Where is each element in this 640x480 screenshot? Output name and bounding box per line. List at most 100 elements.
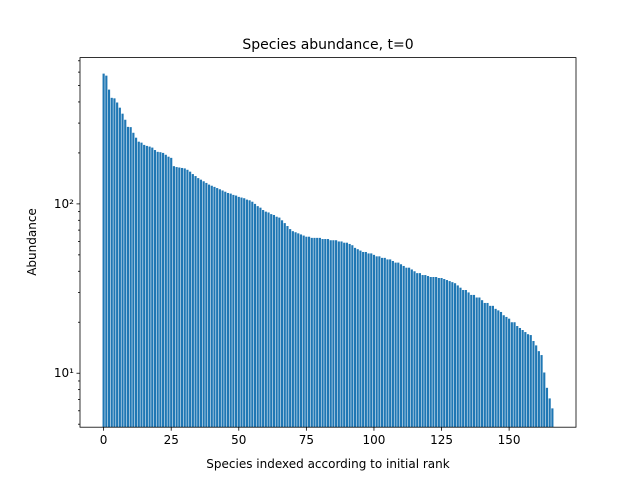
bar xyxy=(180,167,184,428)
bar xyxy=(202,181,205,428)
bar xyxy=(394,262,397,428)
chart-title: Species abundance, t=0 xyxy=(242,37,413,53)
bar xyxy=(497,310,500,428)
bar xyxy=(224,191,227,428)
bar xyxy=(418,273,421,428)
bar xyxy=(218,189,221,428)
bar xyxy=(151,147,154,428)
bar xyxy=(364,251,367,428)
bar xyxy=(194,176,197,428)
bar xyxy=(435,277,438,428)
bar xyxy=(537,351,540,428)
bar xyxy=(243,198,246,428)
bar xyxy=(256,206,259,428)
bar xyxy=(540,355,543,428)
bar xyxy=(175,167,178,428)
bar xyxy=(110,97,113,428)
bar xyxy=(335,240,338,428)
bar xyxy=(453,283,457,428)
bar xyxy=(545,387,549,428)
bar xyxy=(508,318,511,428)
bar xyxy=(213,186,216,428)
bar xyxy=(226,192,230,428)
bar xyxy=(451,282,454,428)
bar xyxy=(329,240,332,428)
bar xyxy=(521,329,524,428)
bar xyxy=(164,154,167,428)
bar xyxy=(197,178,200,428)
bar xyxy=(351,245,354,428)
bar xyxy=(529,335,532,428)
bar xyxy=(343,242,346,428)
bar xyxy=(340,241,343,428)
bar xyxy=(124,119,127,428)
bar xyxy=(359,250,362,428)
bar xyxy=(348,243,351,428)
bar xyxy=(167,156,170,428)
bar xyxy=(413,271,416,428)
bar xyxy=(416,273,419,428)
bar xyxy=(294,232,297,428)
bar xyxy=(332,240,335,428)
bar xyxy=(402,265,405,428)
bar xyxy=(137,141,140,428)
bar xyxy=(326,239,330,428)
bar xyxy=(380,257,384,428)
bar xyxy=(129,127,132,428)
bar xyxy=(426,276,430,428)
bar xyxy=(399,264,403,428)
bar xyxy=(126,126,130,428)
bar xyxy=(270,214,273,428)
bar xyxy=(207,184,211,428)
bar xyxy=(272,214,276,428)
bar xyxy=(148,146,151,428)
bar xyxy=(370,253,373,428)
bar xyxy=(470,294,473,428)
bar xyxy=(134,137,138,428)
bar xyxy=(186,169,189,428)
bar xyxy=(318,237,321,428)
bar xyxy=(353,247,357,428)
bar xyxy=(107,89,111,428)
bar xyxy=(510,322,513,428)
bar xyxy=(118,107,121,428)
bar xyxy=(383,257,386,428)
bar xyxy=(378,256,381,428)
bar xyxy=(467,292,470,428)
x-tick-label: 100 xyxy=(363,433,386,447)
bar xyxy=(391,260,394,428)
bar xyxy=(432,277,435,428)
bar xyxy=(386,259,389,428)
bar xyxy=(516,326,519,428)
bar xyxy=(307,236,311,428)
x-tick-label: 75 xyxy=(299,433,314,447)
bar xyxy=(408,267,411,428)
bar xyxy=(132,132,135,428)
bar xyxy=(251,201,254,428)
bar xyxy=(140,142,143,428)
bar xyxy=(494,308,497,428)
bar xyxy=(275,216,278,428)
bar xyxy=(102,73,105,428)
bar xyxy=(105,75,108,428)
x-tick-label: 150 xyxy=(498,433,521,447)
bar xyxy=(253,203,257,428)
bar xyxy=(116,102,119,428)
y-tick-label: 10¹ xyxy=(54,366,74,380)
bar xyxy=(191,174,194,428)
bar xyxy=(178,167,181,428)
bar xyxy=(145,145,148,428)
bar xyxy=(121,113,124,428)
bar xyxy=(159,152,162,428)
bar xyxy=(462,290,465,428)
bar xyxy=(464,290,467,428)
bar xyxy=(278,217,281,428)
bar xyxy=(313,237,316,428)
bar xyxy=(524,332,527,428)
bar xyxy=(321,239,324,428)
bar xyxy=(291,231,294,428)
bar xyxy=(205,182,208,428)
x-axis-label: Species indexed according to initial ran… xyxy=(206,457,449,471)
x-tick-label: 0 xyxy=(100,433,108,447)
